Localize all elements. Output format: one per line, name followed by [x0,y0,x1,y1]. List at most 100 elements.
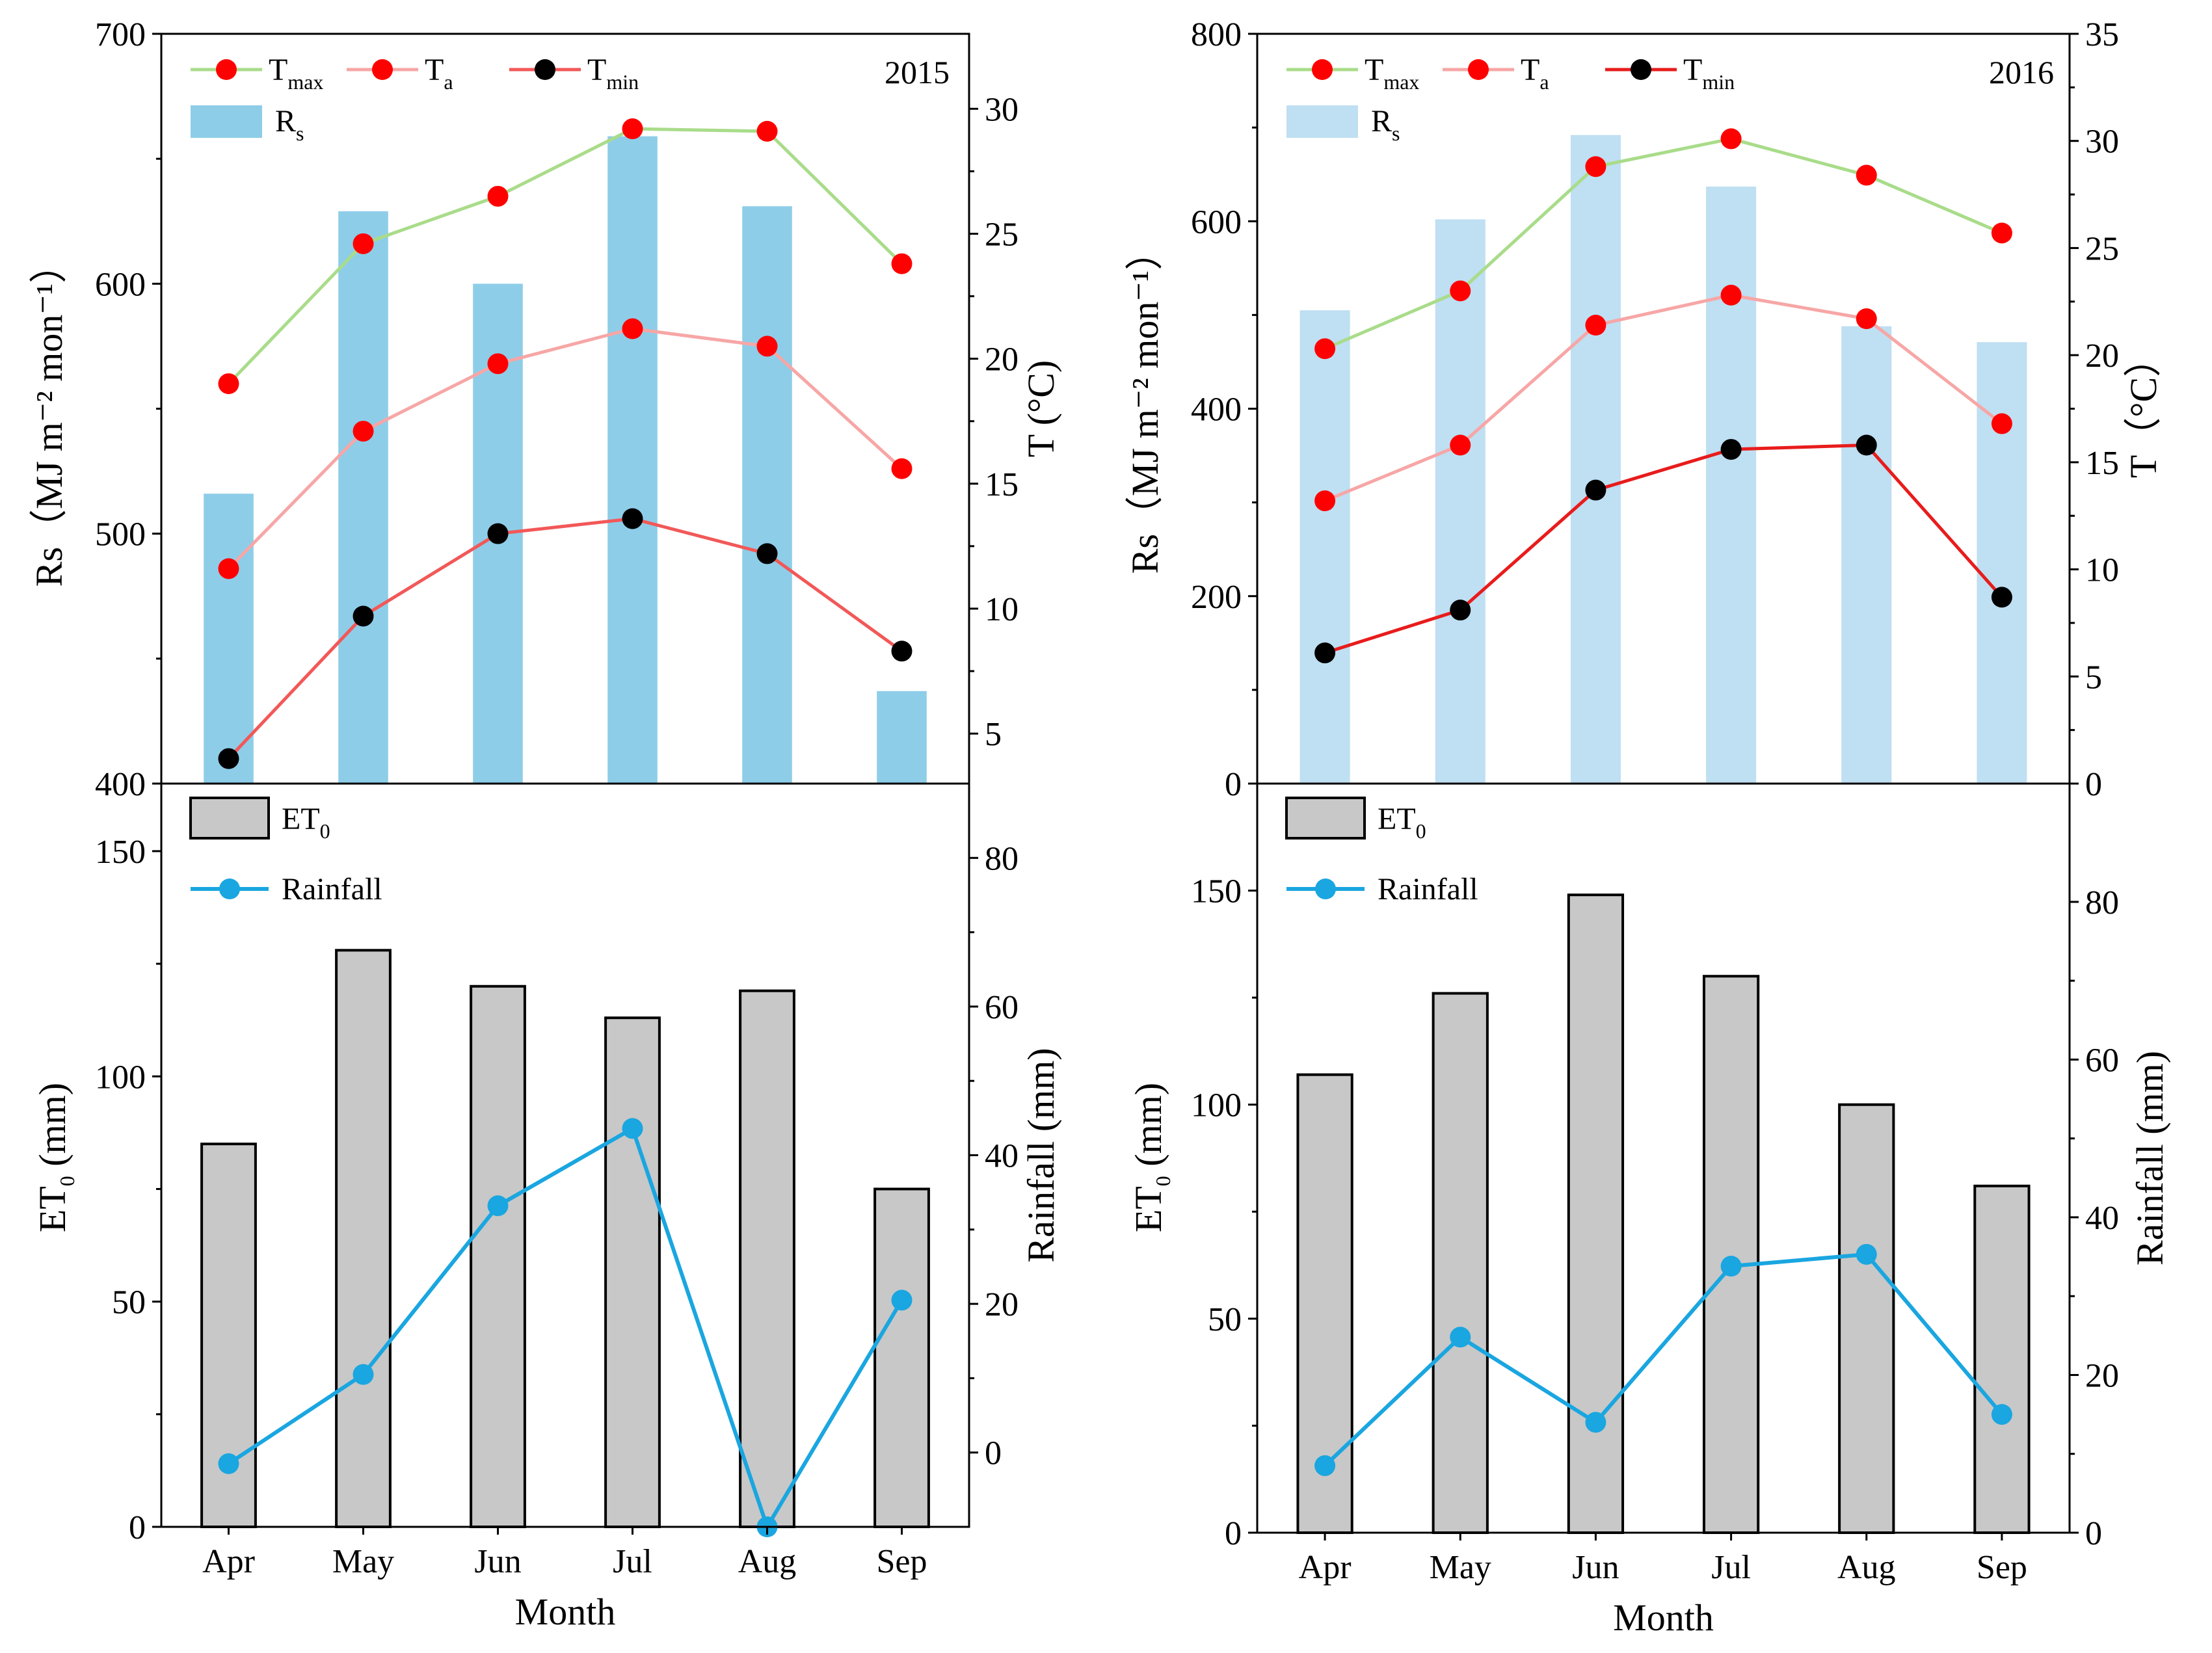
legend-marker-rainfall [1315,879,1336,899]
left-tick-label: 0 [1225,1515,1242,1552]
legend-label-tmin: Tmin [587,53,639,94]
left-axis-title: ET0 (mm) [31,1083,79,1232]
right-axis-title: T (°C) [1020,360,1062,457]
bar-rs-apr [1299,310,1350,784]
left-tick-label: 0 [129,1509,146,1546]
right-tick-label: 20 [2085,337,2119,375]
line-rainfall [1324,1252,2004,1468]
point-tmin-may [353,605,374,627]
left-tick-label: 500 [95,516,146,553]
point-rainfall-jul [622,1118,643,1139]
x-tick-label: Jul [1711,1549,1751,1586]
left-tick-label: 50 [1208,1301,1242,1338]
legend-label-et0: ET0 [1378,802,1426,843]
left-tick-label: 600 [1191,204,1242,241]
line-ta [1324,293,2003,503]
right-tick-label: 15 [2085,445,2119,482]
point-ta-may [1450,434,1471,456]
bar-et0-may [335,949,392,1528]
right-tick-label: 0 [2085,766,2102,803]
left-tick-label: 400 [1191,391,1242,429]
bar-et0-may [1432,992,1489,1535]
line-rainfall [227,1125,904,1532]
x-tick-label: Jun [1572,1549,1619,1586]
right-tick-label: 30 [985,91,1019,128]
point-ta-apr [1314,490,1336,512]
left-tick-label: 150 [1191,873,1242,910]
point-ta-jul [1720,284,1742,306]
point-tmin-jul [1720,439,1742,460]
point-rainfall-sep [1991,1404,2012,1425]
x-tick-label: May [332,1543,394,1580]
legend-marker-rainfall [219,879,240,899]
point-ta-jun [1585,315,1606,336]
left-tick-label: 100 [1191,1087,1242,1124]
point-tmax-may [353,233,374,254]
right-tick-label: 15 [985,466,1019,503]
panel-p2016top: 0 200 400 600 800 0 5 10 15 20 25 30 35 Rs（MJ m⁻² mon… [1124,16,2165,803]
legend-label-rainfall: Rainfall [1378,872,1478,906]
right-tick-label: 5 [2085,659,2102,696]
right-tick-label: 5 [985,716,1002,753]
legend-swatch-et0 [189,797,270,840]
point-tmax-sep [1991,222,2012,244]
right-tick-label: 40 [985,1138,1019,1175]
right-tick-label: 20 [985,341,1019,378]
bar-rs-sep [877,691,927,784]
bar-rs-may [338,211,388,784]
x-tick-label: Aug [1837,1549,1896,1586]
legend-label-rs: Rs [275,104,304,145]
panel-p2016bot: 0 50 100 150 0 20 40 60 80 Apr May Jun Jul Aug Sep Mont… [1127,782,2171,1639]
x-tick-label: Sep [1977,1549,2027,1586]
legend-label-rs: Rs [1371,104,1400,145]
bar-rs-jul [607,136,658,784]
bar-et0-sep [873,1187,930,1529]
legend-marker-tmin [1631,59,1651,80]
bar-rs-apr [204,494,254,784]
line-tmin [1324,443,2003,655]
legend-marker-ta [1468,59,1489,80]
plot-frame [1256,782,2071,1534]
bar-rs-may [1435,219,1486,784]
x-tick-label: May [1430,1549,1491,1586]
x-tick-label: Apr [202,1543,255,1580]
right-tick-label: 20 [2085,1357,2119,1394]
point-rainfall-sep [891,1289,913,1311]
legend: Tmax Ta Tmin Rs [191,53,639,145]
point-tmax-apr [1314,338,1336,360]
left-tick-label: 0 [1225,766,1242,803]
x-axis-title: Month [1613,1596,1714,1639]
bar-et0-jun [470,985,526,1528]
legend-marker-tmax [216,59,237,80]
right-tick-label: 30 [2085,124,2119,161]
point-tmax-sep [891,253,913,274]
left-tick-label: 600 [95,266,146,303]
point-rainfall-may [1450,1327,1471,1348]
point-ta-jun [487,353,509,375]
point-rainfall-aug [1856,1243,1877,1265]
point-tmin-sep [891,641,913,662]
left-tick-label: 50 [112,1284,146,1321]
point-ta-aug [1856,308,1877,330]
right-tick-label: 0 [2085,1515,2102,1552]
legend-label-et0: ET0 [282,802,330,843]
bar-rs-jun [1570,135,1621,784]
line-tmin [227,517,903,760]
right-tick-label: 60 [2085,1042,2119,1079]
left-tick-label: 400 [95,766,146,803]
point-tmax-apr [218,373,239,395]
bar-et0-jun [1567,893,1625,1534]
point-ta-jul [622,318,643,339]
bar-rs-aug [742,206,792,784]
right-tick-label: 40 [2085,1200,2119,1237]
bar-et0-jul [1702,975,1760,1534]
point-tmax-aug [1856,165,1877,186]
year-label: 2016 [1989,54,2054,90]
point-ta-aug [756,336,778,357]
bar-et0-aug [1838,1103,1895,1534]
right-axis-title: Rainfall (mm) [2129,1051,2171,1265]
point-tmin-jun [487,523,509,544]
point-tmin-jul [622,508,643,529]
point-tmin-aug [756,543,778,564]
